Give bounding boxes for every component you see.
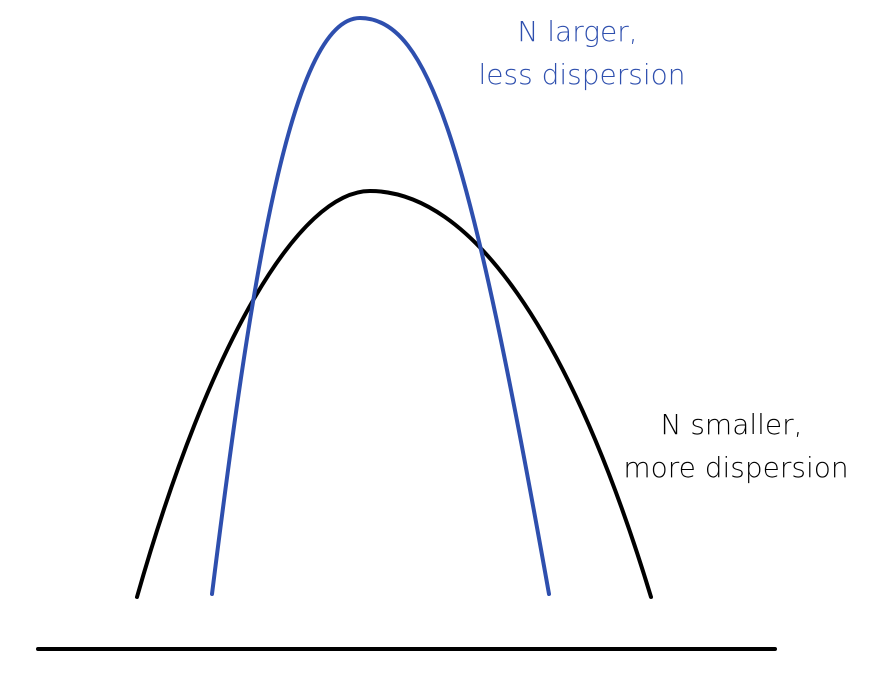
label-n-larger: N larger, less dispersion — [479, 15, 686, 91]
label-n-smaller-line-1: N smaller, — [661, 408, 803, 441]
label-n-smaller-line-2: more dispersion — [623, 451, 848, 484]
label-n-larger-line-1: N larger, — [517, 15, 637, 48]
curve-n-larger — [210, 15, 551, 596]
curve-n-smaller — [135, 188, 653, 599]
label-n-smaller: N smaller, more dispersion — [623, 408, 848, 484]
label-n-larger-line-2: less dispersion — [479, 58, 686, 91]
